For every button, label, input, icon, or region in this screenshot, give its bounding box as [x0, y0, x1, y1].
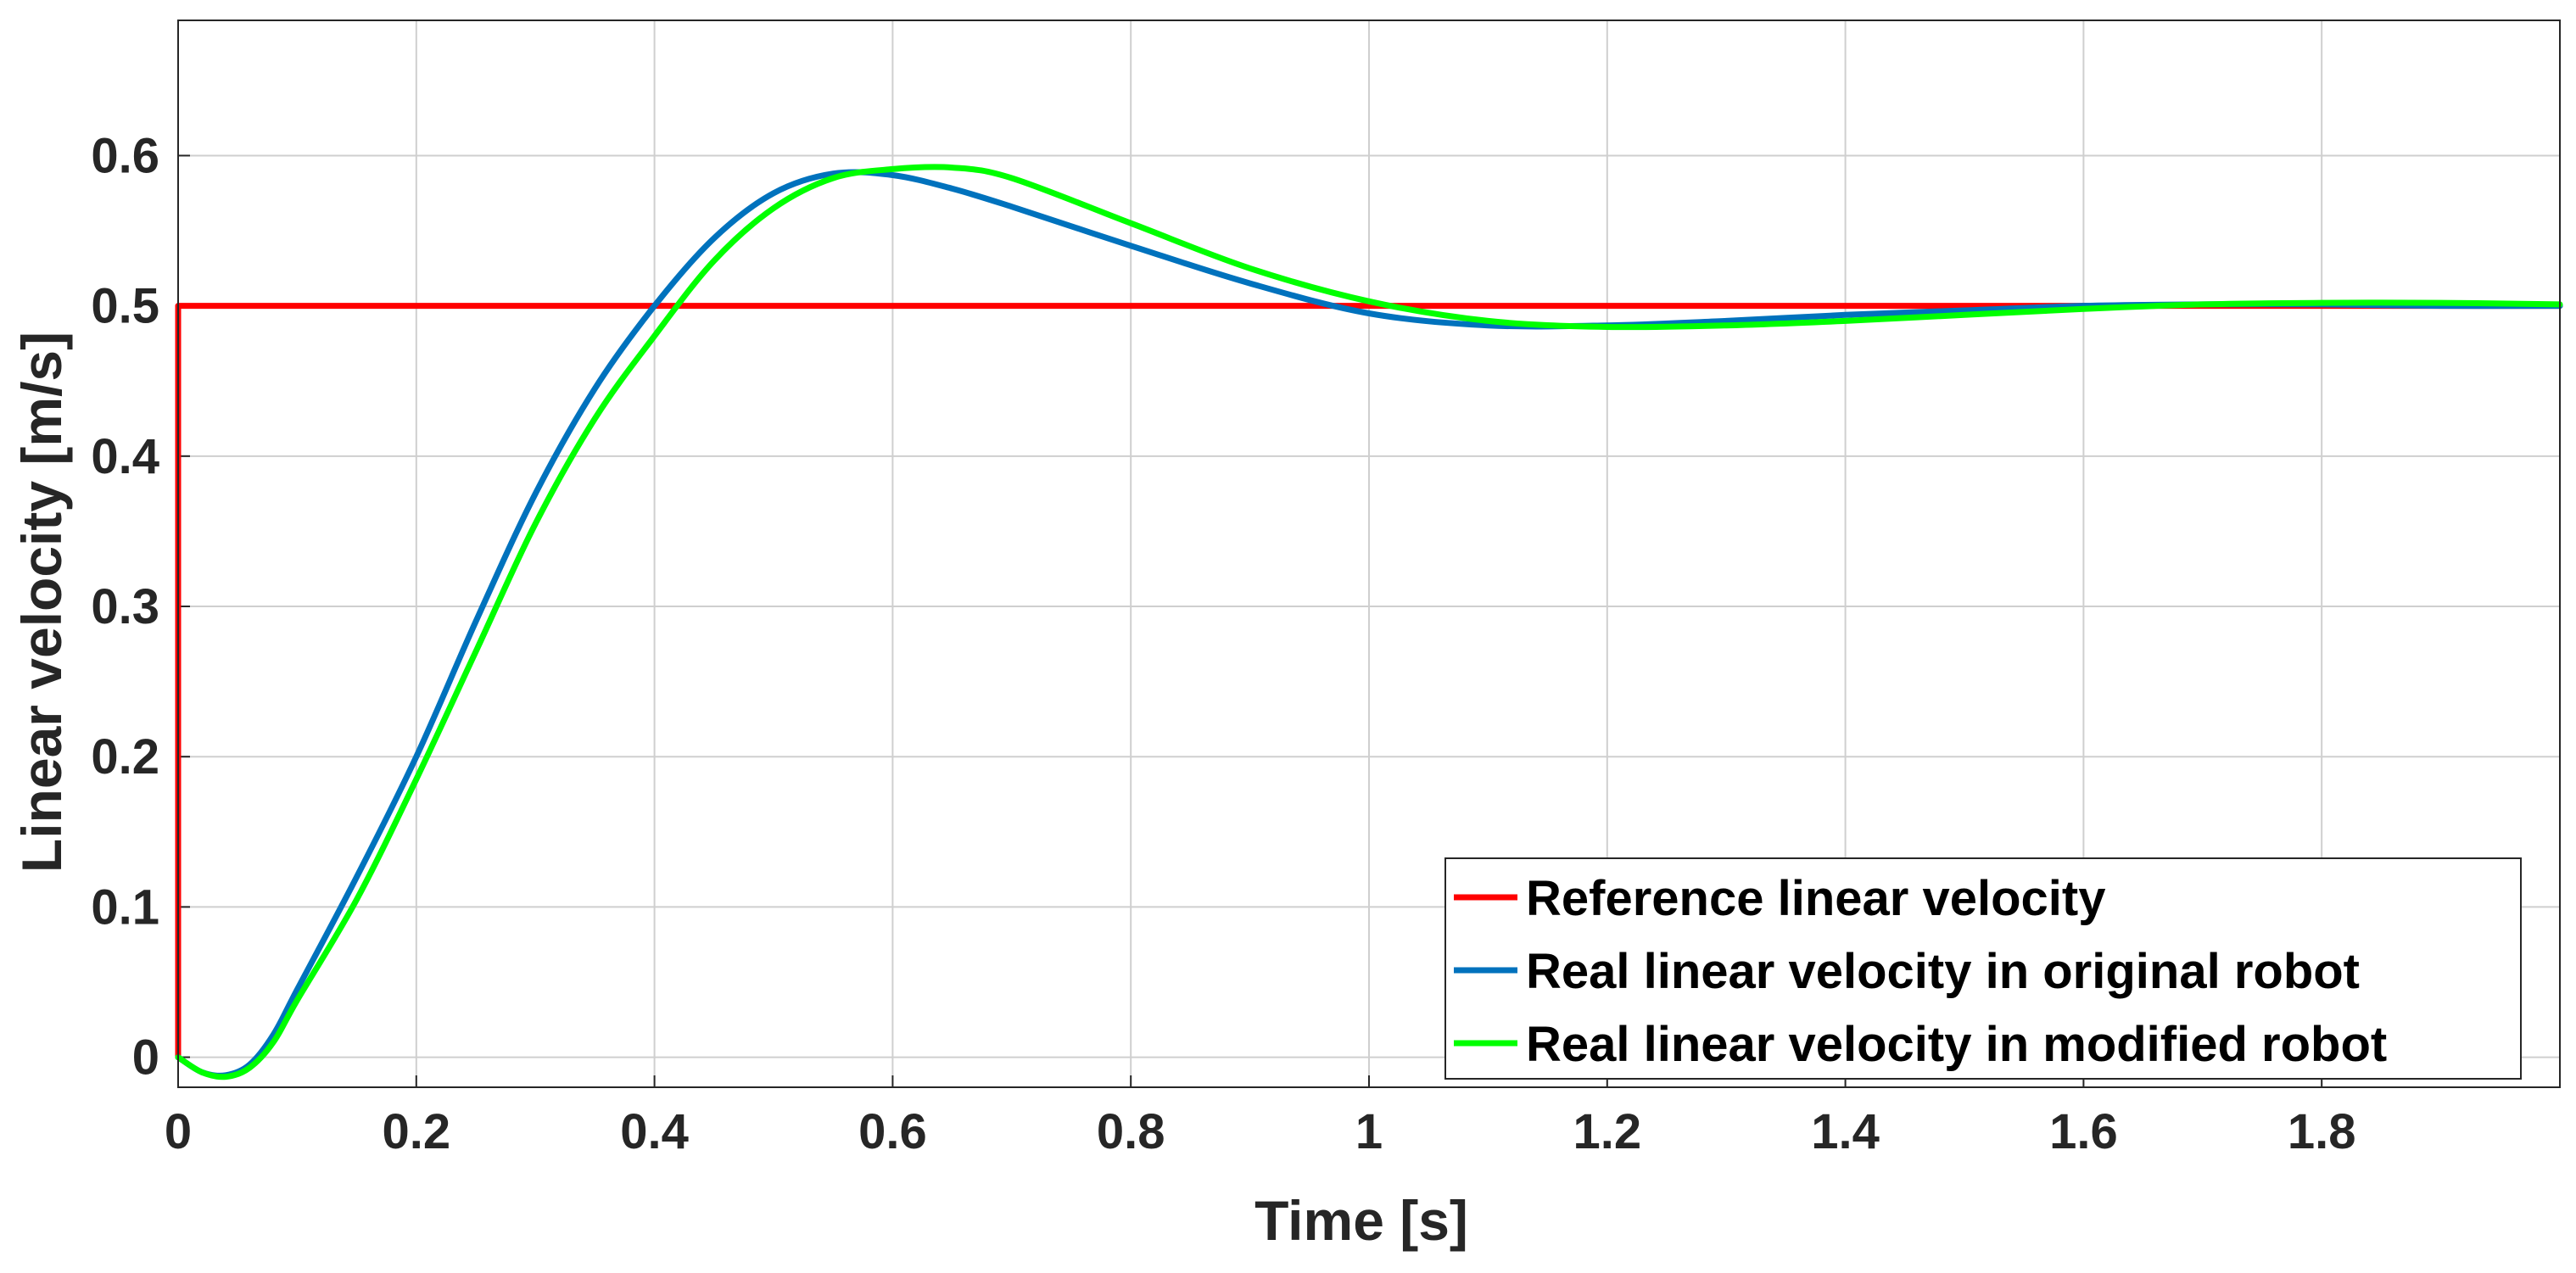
- y-tick-label: 0.1: [91, 879, 159, 935]
- legend-box: [1444, 857, 2522, 1080]
- x-axis-label: Time [s]: [1254, 1189, 1468, 1252]
- x-tick-label: 1.8: [2288, 1104, 2356, 1159]
- legend: Reference linear velocity Real linear ve…: [1444, 857, 2522, 1080]
- x-tick-label: 1.2: [1573, 1104, 1641, 1159]
- legend-label-reference: Reference linear velocity: [1526, 871, 2105, 926]
- x-tick-label: 0: [165, 1104, 192, 1159]
- y-tick-label: 0.6: [91, 128, 159, 183]
- y-axis-label: Linear velocity [m/s]: [10, 332, 73, 873]
- x-tick-labels: 0 0.2 0.4 0.6 0.8 1 1.2 1.4 1.6 1.8: [165, 1104, 2356, 1159]
- y-tick-label: 0.5: [91, 279, 159, 334]
- plot-area-border: [177, 20, 2561, 1088]
- series-original-robot-line: [175, 169, 2563, 1079]
- y-tick-label: 0: [132, 1030, 159, 1086]
- x-tick-label: 1.6: [2049, 1104, 2118, 1159]
- x-tick-label: 1.4: [1811, 1104, 1880, 1159]
- legend-label-original: Real linear velocity in original robot: [1526, 944, 2360, 999]
- x-tick-label: 0.6: [858, 1104, 927, 1159]
- y-tick-label: 0.3: [91, 579, 159, 634]
- y-tick-labels: 0 0.1 0.2 0.3 0.4 0.5 0.6: [91, 128, 159, 1085]
- y-tick-label: 0.4: [91, 429, 159, 484]
- legend-label-modified: Real linear velocity in modified robot: [1526, 1017, 2387, 1072]
- series-modified-robot-line: [175, 164, 2563, 1080]
- x-tick-label: 0.8: [1097, 1104, 1165, 1159]
- x-tick-label: 0.4: [620, 1104, 689, 1159]
- x-tick-label: 1: [1355, 1104, 1383, 1159]
- x-tick-label: 0.2: [382, 1104, 450, 1159]
- y-tick-label: 0.2: [91, 729, 159, 784]
